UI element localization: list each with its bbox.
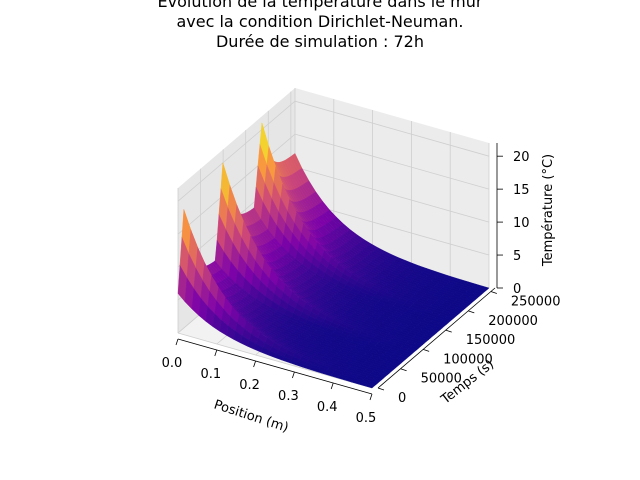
z-tick-label: 5 bbox=[513, 249, 521, 264]
y-tick bbox=[400, 368, 407, 372]
y-tick-label: 150000 bbox=[466, 333, 516, 348]
x-axis-line bbox=[177, 338, 373, 395]
x-tick bbox=[292, 371, 295, 379]
x-tick-label: 0.1 bbox=[200, 367, 221, 382]
chart-title-line-1: Évolution de la température dans le mur bbox=[157, 0, 483, 11]
z-axis-label: Température (°C) bbox=[541, 154, 556, 267]
y-tick-label: 0 bbox=[398, 391, 406, 406]
y-tick bbox=[490, 291, 497, 294]
y-tick bbox=[468, 310, 475, 314]
grid-line-z-back bbox=[294, 133, 490, 190]
axis-lines bbox=[175, 143, 503, 401]
surface-patch bbox=[364, 384, 375, 389]
chart-title-line-3: Durée de simulation : 72h bbox=[215, 32, 424, 51]
x-tick-label: 0.0 bbox=[162, 356, 183, 371]
x-tick-label: 0.3 bbox=[278, 389, 299, 404]
y-tick bbox=[445, 329, 452, 333]
grid-line-t-floor bbox=[177, 332, 373, 389]
z-tick-label: 20 bbox=[513, 150, 530, 165]
x-tick-label: 0.2 bbox=[239, 378, 260, 393]
x-tick bbox=[253, 360, 256, 368]
z-tick-label: 10 bbox=[513, 216, 530, 231]
y-tick-label: 200000 bbox=[488, 314, 538, 329]
x-tick bbox=[330, 382, 334, 390]
grid-line-z-back bbox=[294, 166, 490, 223]
chart-title-line-2: avec la condition Dirichlet-Neuman. bbox=[176, 12, 464, 31]
temperature-surface bbox=[177, 122, 490, 389]
y-tick-label: 100000 bbox=[443, 352, 493, 367]
x-tick bbox=[175, 338, 179, 346]
grid-line-z-left bbox=[177, 100, 296, 202]
tick-labels: 0.0 0.1 0.2 0.3 0.4 0.5 0 50000 100000 150000 2000… bbox=[162, 150, 561, 426]
y-tick bbox=[377, 387, 385, 391]
y-tick bbox=[423, 349, 430, 352]
y-axis-line bbox=[377, 287, 496, 389]
x-tick-label: 0.4 bbox=[317, 400, 338, 415]
x-tick bbox=[369, 393, 373, 401]
grid-line-z-back bbox=[294, 100, 490, 157]
y-tick-label: 250000 bbox=[511, 295, 561, 310]
y-tick-label: 50000 bbox=[421, 372, 462, 387]
z-tick-label: 0 bbox=[513, 282, 521, 297]
z-tick-label: 15 bbox=[513, 183, 530, 198]
x-tick-label: 0.5 bbox=[356, 411, 377, 426]
grid-line-z-left bbox=[177, 133, 296, 235]
x-tick bbox=[214, 349, 218, 357]
